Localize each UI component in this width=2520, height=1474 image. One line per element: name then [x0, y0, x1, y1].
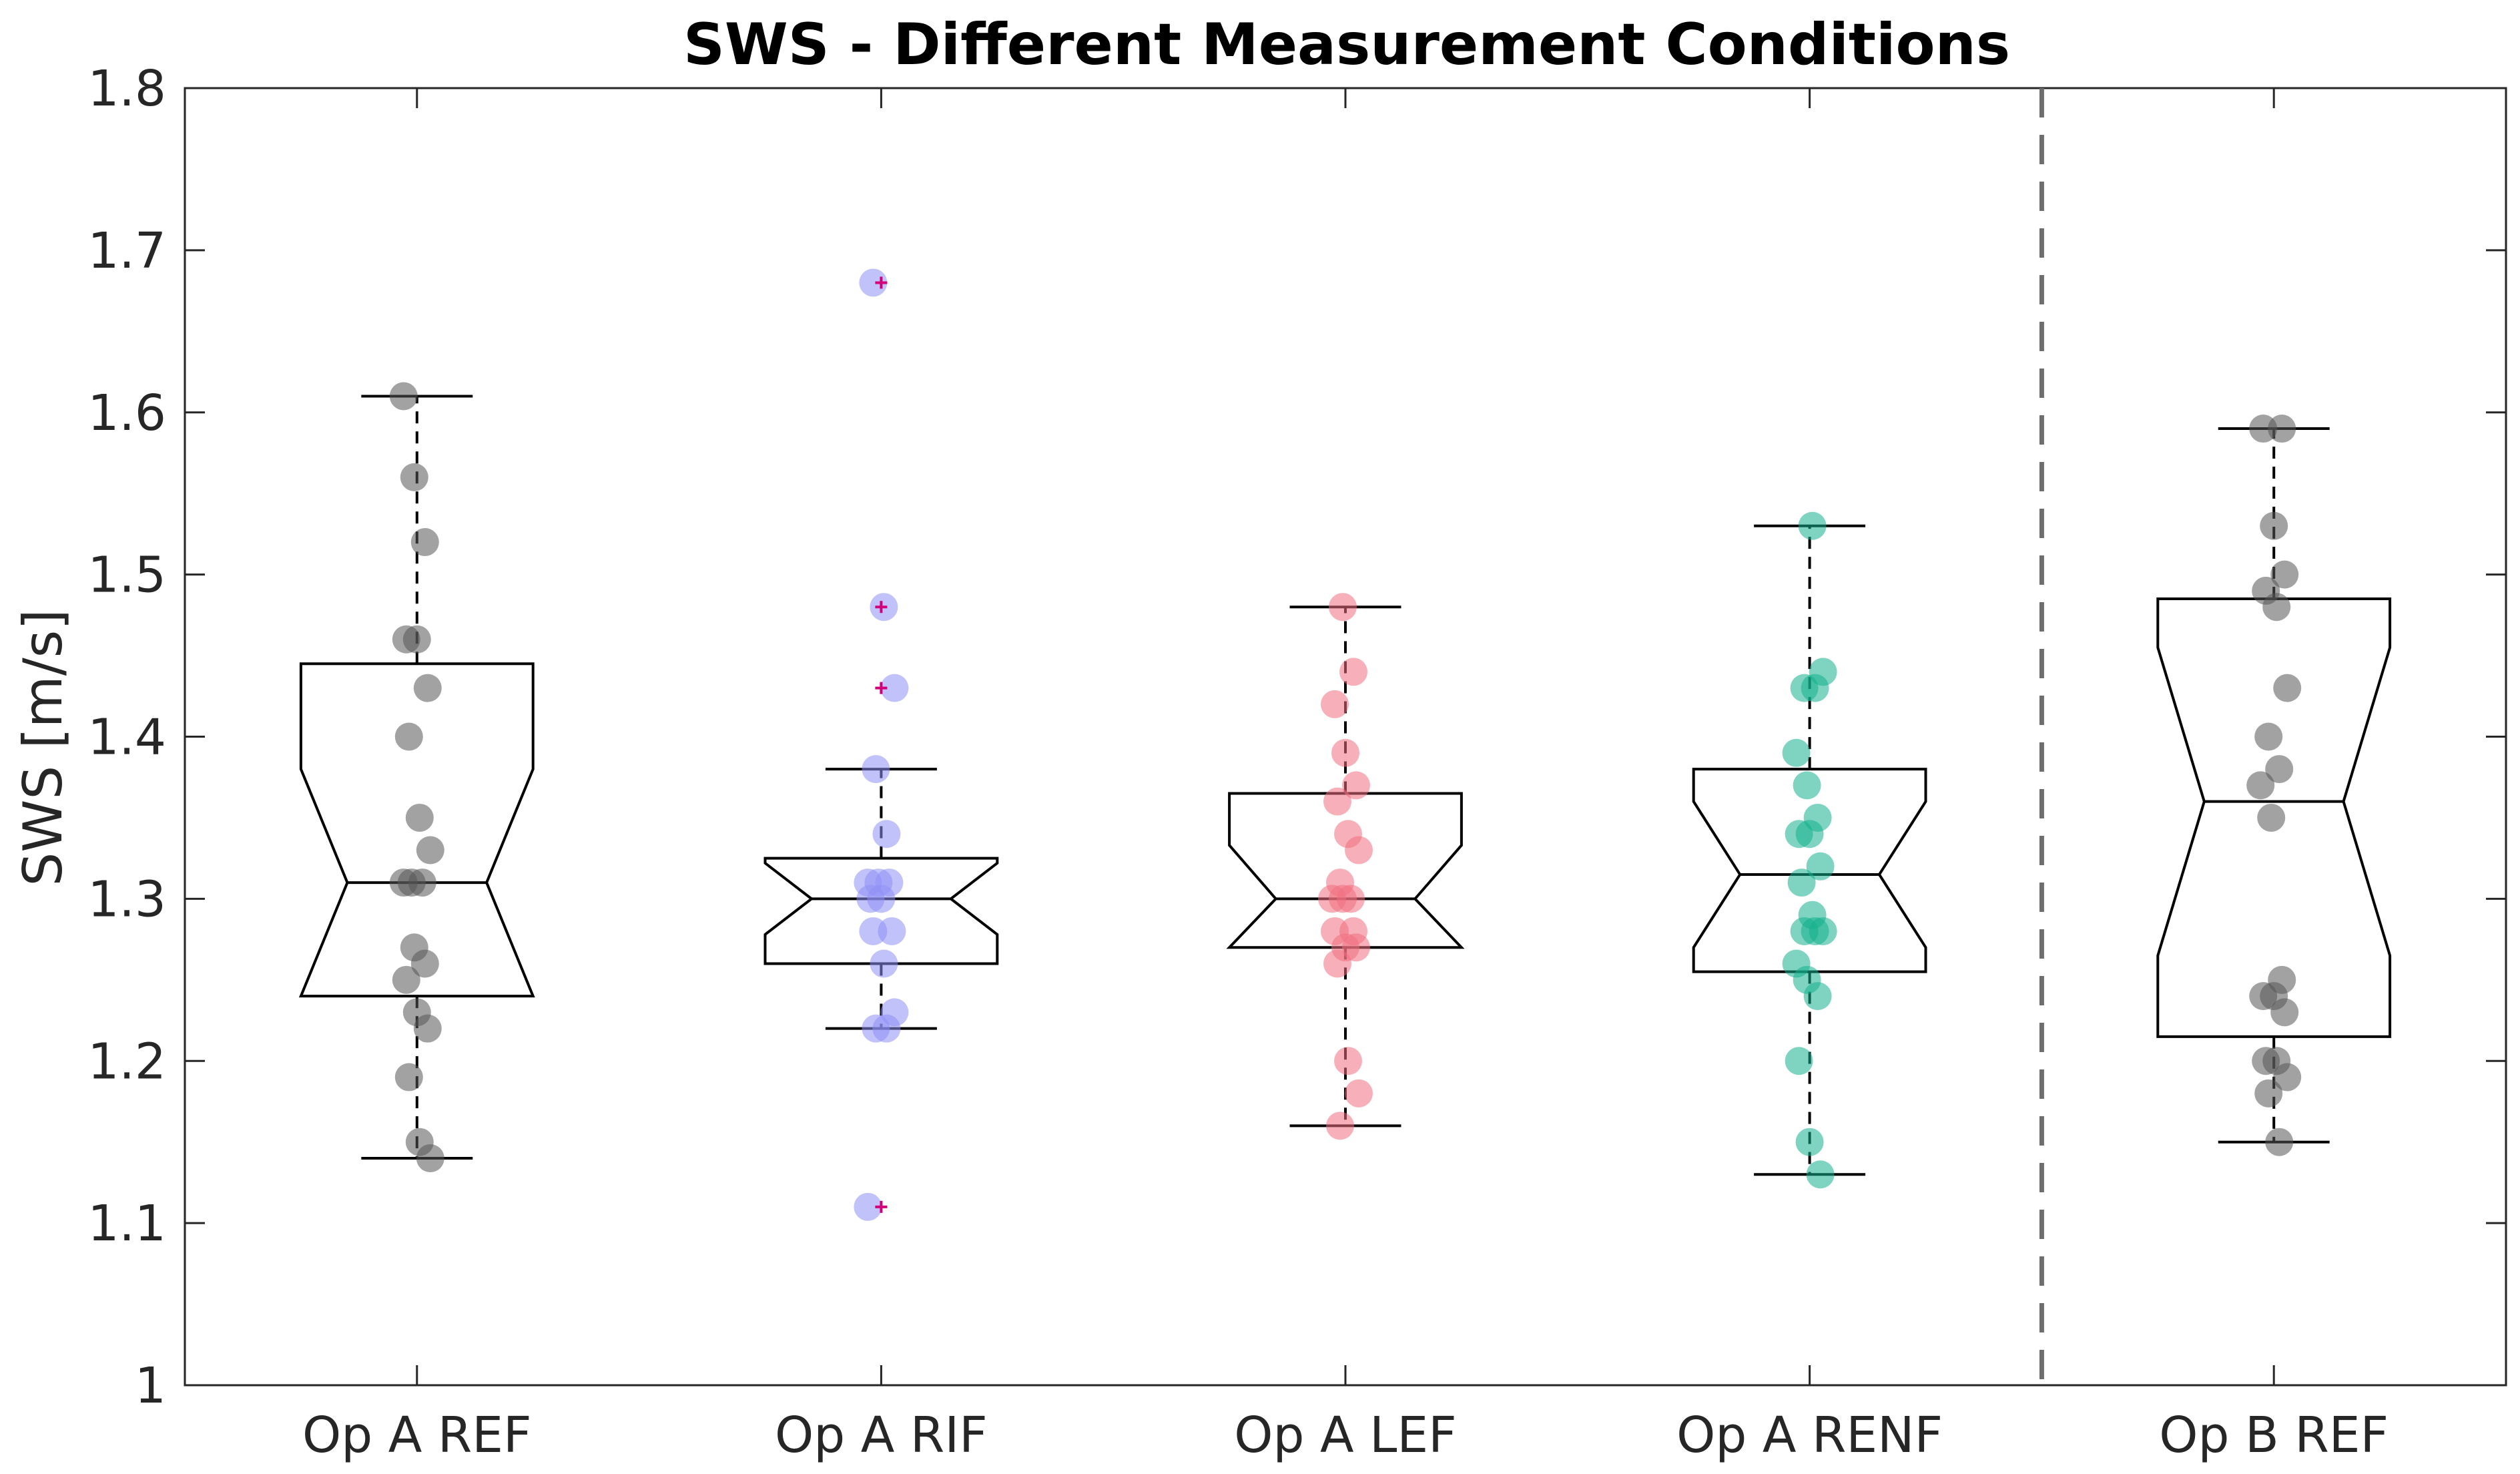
data-point: [410, 528, 439, 557]
box: [2156, 597, 2392, 1038]
data-point: [392, 965, 420, 994]
y-tick-label: 1.6: [87, 385, 166, 442]
data-point: [2273, 1063, 2302, 1091]
data-point: [867, 885, 896, 913]
y-tick-label: 1.5: [87, 547, 166, 604]
data-point: [862, 755, 890, 784]
data-point: [389, 869, 418, 897]
data-point: [2249, 415, 2278, 443]
data-point: [1782, 738, 1811, 767]
data-point: [1329, 885, 1357, 913]
x-tick-label: Op A RENF: [1676, 1407, 1943, 1464]
box: [298, 662, 535, 998]
y-tick-label: 1.2: [87, 1033, 166, 1090]
data-point: [1803, 982, 1832, 1011]
plot-area: 1 1.1 1.2 1.3 1.4 1.5 1.6 1.7 1.8 Op A REF Op A RI…: [87, 60, 2507, 1464]
y-tick-label: 1: [135, 1357, 166, 1415]
data-point: [394, 1063, 423, 1091]
data-point: [400, 463, 428, 491]
data-point: [859, 917, 888, 945]
data-point: [1801, 674, 1829, 702]
y-tick-label: 1.8: [87, 60, 166, 117]
data-point: [413, 674, 442, 702]
data-point: [394, 722, 423, 751]
data-point: [1806, 1160, 1835, 1189]
data-point: [1326, 1112, 1354, 1140]
data-point: [2260, 511, 2288, 540]
x-tick-label: Op A LEF: [1234, 1407, 1456, 1464]
data-point: [870, 949, 898, 978]
data-point: [389, 382, 418, 411]
data-point: [2254, 1079, 2283, 1108]
data-point: [1323, 949, 1351, 978]
y-tick-label: 1.4: [87, 709, 166, 766]
y-tick-label: 1.1: [87, 1195, 166, 1252]
data-point: [1329, 593, 1357, 622]
data-point: [872, 1014, 901, 1043]
data-point: [2262, 593, 2291, 622]
box: [1226, 792, 1465, 949]
x-tick-label: Op A REF: [302, 1407, 532, 1464]
y-tick-label: 1.3: [87, 871, 166, 928]
y-axis-label: SWS [m/s]: [12, 609, 74, 886]
data-point: [416, 836, 444, 865]
data-point: [2265, 755, 2294, 784]
data-point: [1806, 852, 1835, 881]
data-point: [2257, 803, 2286, 832]
chart-title: SWS - Different Measurement Conditions: [683, 11, 2010, 78]
data-point: [402, 625, 431, 654]
box: [763, 856, 999, 965]
x-tick-label: Op A RIF: [775, 1407, 988, 1464]
x-tick-label: Op B REF: [2159, 1407, 2389, 1464]
data-point: [1345, 1079, 1373, 1108]
data-point: [2254, 722, 2283, 751]
data-point: [1321, 690, 1349, 718]
data-point: [2273, 674, 2302, 702]
data-point: [854, 1192, 882, 1221]
data-point: [1785, 1047, 1813, 1075]
data-point: [1334, 1047, 1362, 1075]
data-point: [1787, 869, 1816, 897]
data-point: [1339, 658, 1367, 686]
data-point: [880, 674, 909, 702]
data-point: [1323, 787, 1351, 816]
data-point: [1795, 820, 1824, 848]
y-tick-label: 1.7: [87, 222, 166, 280]
box: [1692, 768, 1927, 973]
data-point: [2246, 771, 2275, 800]
data-point: [859, 268, 888, 297]
data-point: [1342, 771, 1370, 800]
data-point: [405, 803, 434, 832]
data-point: [2270, 998, 2299, 1027]
data-point: [1345, 836, 1373, 865]
data-point: [413, 1014, 442, 1043]
data-point: [416, 1144, 444, 1172]
data-point: [2265, 1128, 2294, 1156]
data-point: [1798, 511, 1827, 540]
data-point: [410, 949, 439, 978]
data-point: [1795, 1128, 1824, 1156]
data-point: [1342, 933, 1370, 962]
data-point: [872, 820, 901, 848]
data-point: [1331, 738, 1359, 767]
data-point: [1801, 917, 1829, 945]
data-point: [1793, 771, 1821, 800]
data-point: [2270, 560, 2299, 589]
